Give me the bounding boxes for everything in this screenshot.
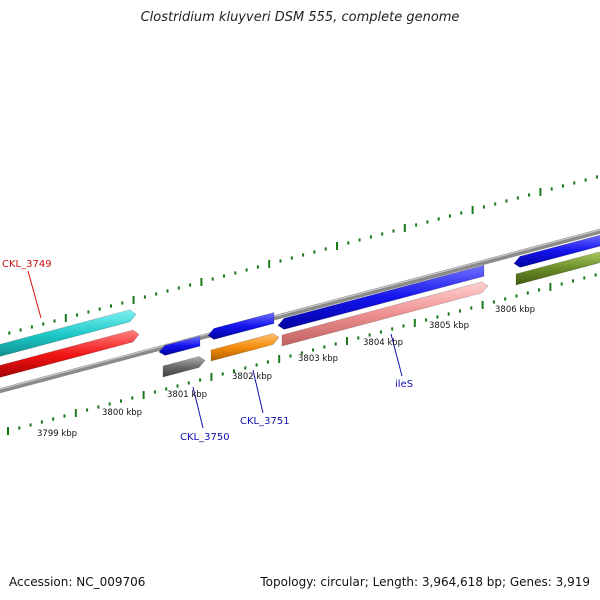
accession-text: Accession: NC_009706 <box>9 575 146 589</box>
scale-label: 3802 kbp <box>232 372 272 382</box>
gene-pink <box>281 281 489 347</box>
gene-blue-3801 <box>158 335 201 356</box>
gene-cyan-ckl3749 <box>0 309 137 357</box>
gene-blue-3806 <box>513 234 600 268</box>
label-leader-lines <box>27 270 403 429</box>
gene-features <box>0 234 600 378</box>
scale-label: 3799 kbp <box>37 429 77 439</box>
gene-blue-3802 <box>207 312 275 340</box>
genome-stats-text: Topology: circular; Length: 3,964,618 bp… <box>260 575 590 589</box>
map-labels: 3799 kbp 3800 kbp 3801 kbp 3802 kbp 3803 kbp… <box>2 259 535 443</box>
scale-label: 3804 kbp <box>363 338 403 348</box>
gene-label: CKL_3750 <box>180 432 230 443</box>
leader-line <box>27 270 42 319</box>
scale-label: 3805 kbp <box>429 321 469 331</box>
genome-title: Clostridium kluyveri DSM 555, complete g… <box>140 10 460 25</box>
gene-red <box>0 329 140 378</box>
gene-label: CKL_3749 <box>2 259 52 270</box>
leader-line <box>390 333 403 377</box>
scale-label: 3801 kbp <box>167 390 207 400</box>
gene-orange-ckl3751 <box>210 333 280 362</box>
scale-label: 3803 kbp <box>298 354 338 364</box>
outer-tick-marks <box>8 175 598 335</box>
leader-line <box>252 369 264 414</box>
genome-backbone <box>0 228 600 394</box>
scale-label: 3800 kbp <box>102 408 142 418</box>
gene-blue-iles <box>277 264 485 330</box>
gene-olive <box>515 251 600 286</box>
gene-label: ileS <box>395 379 413 390</box>
scale-label: 3806 kbp <box>495 305 535 315</box>
inner-tick-marks <box>7 273 597 435</box>
gene-gray-ckl3750 <box>162 356 206 378</box>
gene-label: CKL_3751 <box>240 416 290 427</box>
leader-line <box>192 386 204 429</box>
